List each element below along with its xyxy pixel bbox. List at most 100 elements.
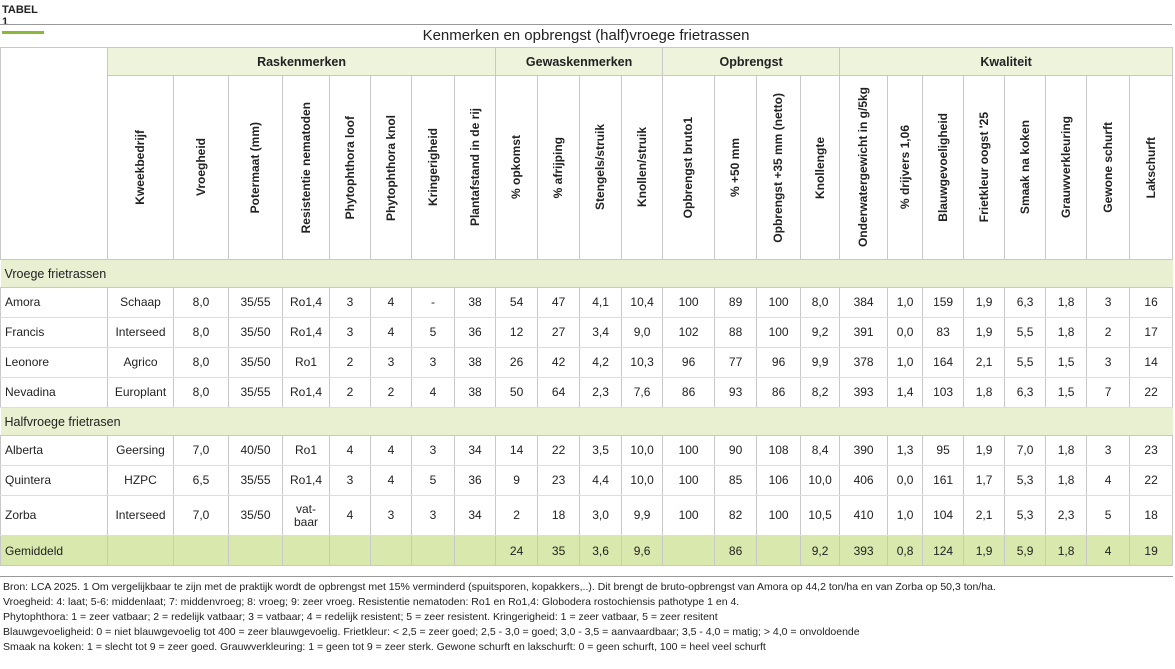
column-header: Lakschurft bbox=[1129, 75, 1174, 260]
cell: 54 bbox=[495, 287, 539, 318]
cell: 7,0 bbox=[173, 495, 229, 536]
group-header: Opbrengst bbox=[662, 47, 841, 76]
note-line: Smaak na koken: 1 = slecht tot 9 = zeer … bbox=[3, 641, 766, 653]
cell bbox=[107, 535, 174, 566]
column-header-text: Knollengte bbox=[812, 136, 827, 199]
column-header: Phytophthora knol bbox=[370, 75, 412, 260]
cell: 1,9 bbox=[963, 435, 1006, 466]
cell: 38 bbox=[453, 377, 497, 408]
cell: 0,8 bbox=[887, 535, 924, 566]
cell: 86 bbox=[714, 535, 758, 566]
column-header: % opkomst bbox=[495, 75, 539, 260]
cell: 35/55 bbox=[228, 287, 283, 318]
cell: 2,1 bbox=[963, 495, 1006, 536]
average-label: Gemiddeld bbox=[0, 535, 108, 566]
cell: 100 bbox=[662, 435, 716, 466]
cell: 2,3 bbox=[579, 377, 623, 408]
cell: 82 bbox=[714, 495, 758, 536]
cell: 10,4 bbox=[621, 287, 664, 318]
column-header: Opbrengst +35 mm (netto) bbox=[756, 75, 802, 260]
cell: 86 bbox=[756, 377, 802, 408]
cell: 102 bbox=[662, 317, 716, 348]
rule bbox=[0, 576, 1173, 577]
cell bbox=[370, 535, 412, 566]
cell: 0,0 bbox=[887, 465, 924, 496]
cell: 8,0 bbox=[173, 377, 229, 408]
cell: 5,3 bbox=[1004, 495, 1047, 536]
column-header: Kweekbedrijf bbox=[107, 75, 174, 260]
column-header: Smaak na koken bbox=[1004, 75, 1047, 260]
cell: 22 bbox=[1129, 377, 1174, 408]
cell: 14 bbox=[495, 435, 539, 466]
cell: 3,4 bbox=[579, 317, 623, 348]
column-header-text: Lakschurft bbox=[1143, 136, 1158, 199]
cell: 5,5 bbox=[1004, 347, 1047, 378]
cell: 35/50 bbox=[228, 495, 283, 536]
cell: 5 bbox=[1086, 495, 1131, 536]
data-row: Nevadina Europlant 8,0 35/55 Ro1,4 2 2 4 38 50 64 2… bbox=[0, 377, 1174, 408]
cell: 100 bbox=[662, 495, 716, 536]
cell: 2 bbox=[1086, 317, 1131, 348]
column-header-text: Phytophthora knol bbox=[383, 114, 398, 221]
cell: 8,4 bbox=[800, 435, 841, 466]
column-header: % drijvers 1,06 bbox=[887, 75, 924, 260]
column-header-text: % drijvers 1,06 bbox=[897, 125, 912, 210]
cell: 8,0 bbox=[173, 317, 229, 348]
cell: 161 bbox=[922, 465, 965, 496]
variety-name: Quintera bbox=[0, 465, 108, 496]
cell: 391 bbox=[839, 317, 889, 348]
cell: 3,5 bbox=[579, 435, 623, 466]
cell: 1,0 bbox=[887, 287, 924, 318]
cell: 3,6 bbox=[579, 535, 623, 566]
cell: 85 bbox=[714, 465, 758, 496]
cell: 6,5 bbox=[173, 465, 229, 496]
column-header-text: % afrijping bbox=[551, 136, 566, 199]
cell: 7,0 bbox=[173, 435, 229, 466]
table-label: TABEL 1 bbox=[2, 4, 44, 34]
cell: 410 bbox=[839, 495, 889, 536]
column-header-text: Smaak na koken bbox=[1017, 120, 1032, 215]
cell: 38 bbox=[453, 347, 497, 378]
cell: 83 bbox=[922, 317, 965, 348]
column-header-text: % opkomst bbox=[509, 135, 524, 200]
cell bbox=[662, 535, 716, 566]
cell: Ro1 bbox=[282, 347, 330, 378]
note-line: Vroegheid: 4: laat; 5-6: middenlaat; 7: … bbox=[3, 596, 740, 608]
cell: 6,3 bbox=[1004, 287, 1047, 318]
group-header: Raskenmerken bbox=[106, 47, 497, 76]
cell: 27 bbox=[537, 317, 581, 348]
column-header: % afrijping bbox=[537, 75, 581, 260]
average-row: Gemiddeld 24 35 3,6 9,6 86 9,2 393 0,8 124 1,9 5,9 1… bbox=[0, 535, 1174, 566]
group-row: Raskenmerken Gewaskenmerken Opbrengst Kwali… bbox=[0, 47, 1174, 260]
column-header: Frietkleur oogst '25 bbox=[963, 75, 1006, 260]
cell: 3,0 bbox=[579, 495, 623, 536]
column-header: % +50 mm bbox=[714, 75, 758, 260]
data-row: Francis Interseed 8,0 35/50 Ro1,4 3 4 5 36 12 27 3,… bbox=[0, 317, 1174, 348]
column-header: Stengels/struik bbox=[579, 75, 623, 260]
cell: 26 bbox=[495, 347, 539, 378]
cell: Ro1,4 bbox=[282, 287, 330, 318]
cell: 7,0 bbox=[1004, 435, 1047, 466]
cell: 9,9 bbox=[621, 495, 664, 536]
data-row: Zorba Interseed 7,0 35/50 vat- baar 4 3 3 34 2 18 3… bbox=[0, 495, 1174, 536]
column-header: Opbrengst bruto1 bbox=[662, 75, 716, 260]
cell: 16 bbox=[1129, 287, 1174, 318]
cell: 19 bbox=[1129, 535, 1174, 566]
cell: Geersing bbox=[107, 435, 174, 466]
cell: 10,0 bbox=[800, 465, 841, 496]
column-header-text: Kweekbedrijf bbox=[133, 130, 147, 205]
cell bbox=[329, 535, 371, 566]
cell: 1,9 bbox=[963, 317, 1006, 348]
cell: 64 bbox=[537, 377, 581, 408]
cell: 2 bbox=[329, 347, 371, 378]
cell: 96 bbox=[756, 347, 802, 378]
cell: 4 bbox=[370, 287, 412, 318]
cell: 1,9 bbox=[963, 535, 1006, 566]
cell: 9,9 bbox=[800, 347, 841, 378]
cell bbox=[228, 535, 283, 566]
cell: 18 bbox=[1129, 495, 1174, 536]
cell: 22 bbox=[1129, 465, 1174, 496]
cell: 393 bbox=[839, 377, 889, 408]
cell: 4,1 bbox=[579, 287, 623, 318]
